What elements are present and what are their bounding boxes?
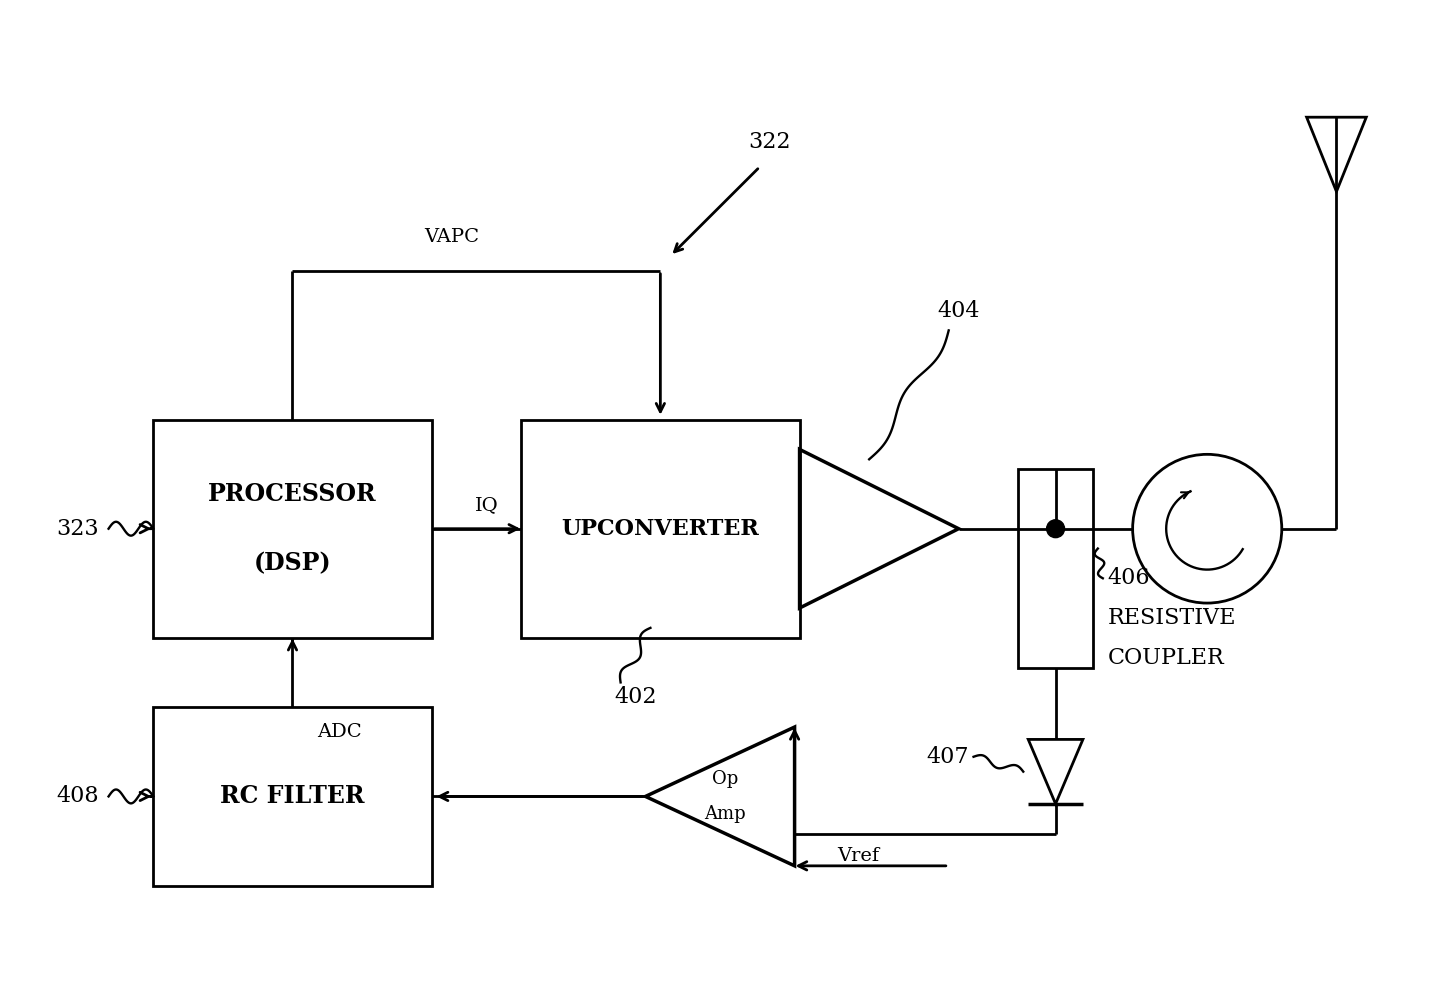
Text: 404: 404 (937, 300, 980, 321)
Text: 407: 407 (927, 746, 969, 767)
Text: UPCONVERTER: UPCONVERTER (562, 517, 759, 540)
Text: Amp: Amp (704, 805, 746, 823)
Bar (153, 707, 432, 886)
Text: 408: 408 (56, 785, 98, 807)
Text: Op: Op (712, 769, 738, 787)
Text: Vref: Vref (837, 847, 879, 865)
Bar (1018, 469, 1093, 668)
Text: 402: 402 (614, 686, 657, 708)
Text: 406: 406 (1108, 568, 1150, 589)
Text: IQ: IQ (475, 495, 498, 514)
Circle shape (1047, 520, 1064, 538)
Text: RC FILTER: RC FILTER (220, 784, 365, 808)
Text: VAPC: VAPC (424, 228, 479, 246)
Text: ADC: ADC (317, 723, 362, 741)
Text: (DSP): (DSP) (253, 552, 332, 576)
Text: 323: 323 (56, 517, 98, 540)
Text: PROCESSOR: PROCESSOR (209, 482, 376, 506)
Bar (153, 419, 432, 638)
Text: COUPLER: COUPLER (1108, 647, 1225, 669)
Text: 322: 322 (749, 131, 791, 153)
Bar (521, 419, 799, 638)
Text: RESISTIVE: RESISTIVE (1108, 607, 1237, 629)
